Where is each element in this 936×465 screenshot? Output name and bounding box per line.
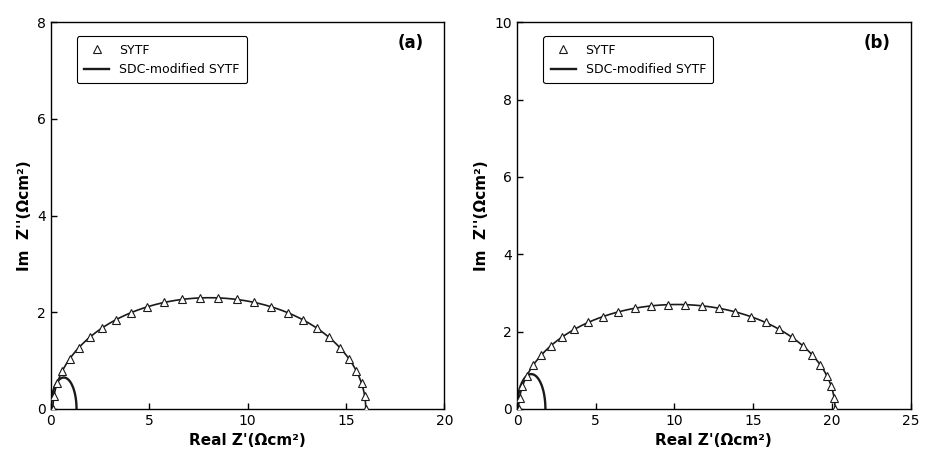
SYTF	[521, 373, 533, 379]
SDC-modified SYTF	[540, 401, 551, 407]
Y-axis label: Im  Z''(Ωcm²): Im Z''(Ωcm²)	[474, 160, 489, 271]
SYTF	[311, 325, 322, 331]
SYTF	[48, 406, 59, 412]
SYTF	[351, 368, 362, 374]
SYTF	[360, 406, 372, 412]
SDC-modified SYTF	[516, 380, 527, 386]
SYTF	[64, 356, 75, 362]
SYTF	[786, 334, 797, 340]
SYTF	[359, 393, 371, 399]
SDC-modified SYTF	[58, 375, 69, 380]
SDC-modified SYTF	[539, 398, 550, 403]
SYTF	[334, 345, 345, 351]
SYTF	[821, 373, 832, 379]
SYTF	[696, 303, 708, 309]
Y-axis label: Im  Z''(Ωcm²): Im Z''(Ωcm²)	[17, 160, 32, 271]
SYTF	[774, 326, 785, 332]
SYTF	[84, 335, 95, 340]
SDC-modified SYTF	[525, 372, 536, 377]
SYTF	[556, 334, 567, 340]
SYTF	[528, 362, 539, 368]
Text: (a): (a)	[397, 34, 423, 52]
SYTF	[535, 352, 547, 358]
SYTF	[546, 343, 557, 348]
SDC-modified SYTF	[512, 402, 523, 407]
SYTF	[195, 295, 206, 301]
SDC-modified SYTF	[71, 406, 82, 412]
SYTF	[249, 299, 260, 305]
SYTF	[629, 306, 640, 311]
SYTF	[73, 345, 84, 351]
SDC-modified SYTF	[71, 402, 82, 407]
SDC-modified SYTF	[50, 383, 61, 388]
X-axis label: Real Z'(Ωcm²): Real Z'(Ωcm²)	[189, 433, 306, 448]
SYTF	[51, 380, 63, 386]
SYTF	[745, 314, 756, 319]
SYTF	[582, 320, 593, 325]
Line: SDC-modified SYTF: SDC-modified SYTF	[51, 378, 77, 409]
SYTF	[141, 304, 153, 310]
SDC-modified SYTF	[514, 387, 525, 392]
SDC-modified SYTF	[540, 406, 551, 412]
SYTF	[807, 352, 818, 358]
SYTF	[646, 303, 657, 309]
SYTF	[829, 406, 841, 412]
SDC-modified SYTF	[48, 389, 59, 394]
SYTF	[356, 380, 367, 386]
SDC-modified SYTF	[512, 399, 523, 405]
SYTF	[96, 325, 108, 331]
Line: SYTF: SYTF	[515, 300, 840, 413]
SYTF	[797, 343, 809, 348]
SDC-modified SYTF	[511, 406, 522, 412]
SDC-modified SYTF	[46, 400, 57, 406]
Legend: SYTF, SDC-modified SYTF: SYTF, SDC-modified SYTF	[77, 36, 247, 83]
SYTF	[344, 356, 355, 362]
SYTF	[159, 299, 170, 305]
SYTF	[826, 384, 837, 389]
SYTF	[282, 310, 293, 315]
SYTF	[760, 320, 771, 325]
SYTF	[49, 393, 60, 399]
SDC-modified SYTF	[45, 406, 56, 412]
SYTF	[266, 304, 277, 310]
Text: (b): (b)	[863, 34, 890, 52]
SYTF	[680, 302, 691, 307]
SYTF	[514, 395, 525, 400]
SYTF	[613, 309, 624, 315]
Line: SYTF: SYTF	[49, 294, 370, 413]
SYTF	[517, 384, 528, 389]
Line: SDC-modified SYTF: SDC-modified SYTF	[517, 374, 546, 409]
SYTF	[297, 317, 308, 323]
SYTF	[815, 362, 826, 368]
SDC-modified SYTF	[46, 402, 57, 408]
SYTF	[177, 297, 188, 302]
SYTF	[110, 317, 122, 323]
SYTF	[231, 297, 242, 302]
SYTF	[125, 310, 137, 315]
SDC-modified SYTF	[70, 399, 81, 404]
SYTF	[212, 295, 224, 301]
SYTF	[597, 314, 608, 319]
Legend: SYTF, SDC-modified SYTF: SYTF, SDC-modified SYTF	[543, 36, 713, 83]
SYTF	[828, 395, 840, 400]
X-axis label: Real Z'(Ωcm²): Real Z'(Ωcm²)	[655, 433, 772, 448]
SYTF	[663, 302, 674, 307]
SYTF	[324, 335, 335, 340]
SYTF	[569, 326, 580, 332]
SYTF	[513, 406, 524, 412]
SYTF	[713, 306, 724, 311]
SYTF	[730, 309, 741, 315]
SYTF	[57, 368, 68, 374]
